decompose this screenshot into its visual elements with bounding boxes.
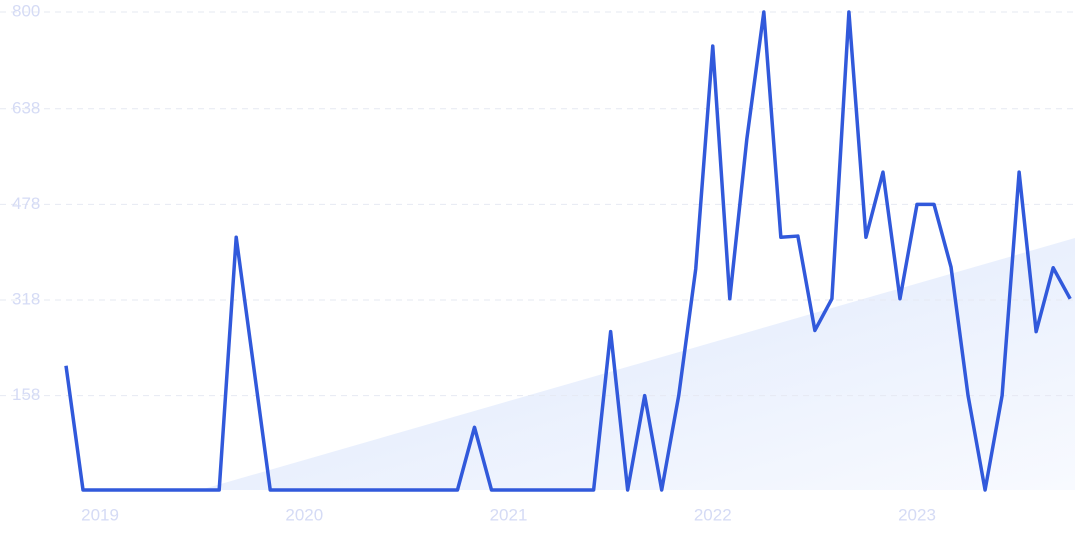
x-tick-label: 2021 <box>490 505 528 524</box>
data-line <box>64 10 1072 492</box>
x-tick-label: 2022 <box>694 505 732 524</box>
x-tick-label: 2023 <box>898 505 936 524</box>
y-tick-label: 478 <box>12 194 40 213</box>
y-tick-label: 318 <box>12 289 40 308</box>
y-tick-label: 638 <box>12 98 40 117</box>
x-tick-label: 2019 <box>81 505 119 524</box>
x-tick-label: 2020 <box>285 505 323 524</box>
y-tick-label: 800 <box>12 1 40 20</box>
trend-area <box>200 238 1075 490</box>
y-tick-label: 158 <box>12 385 40 404</box>
